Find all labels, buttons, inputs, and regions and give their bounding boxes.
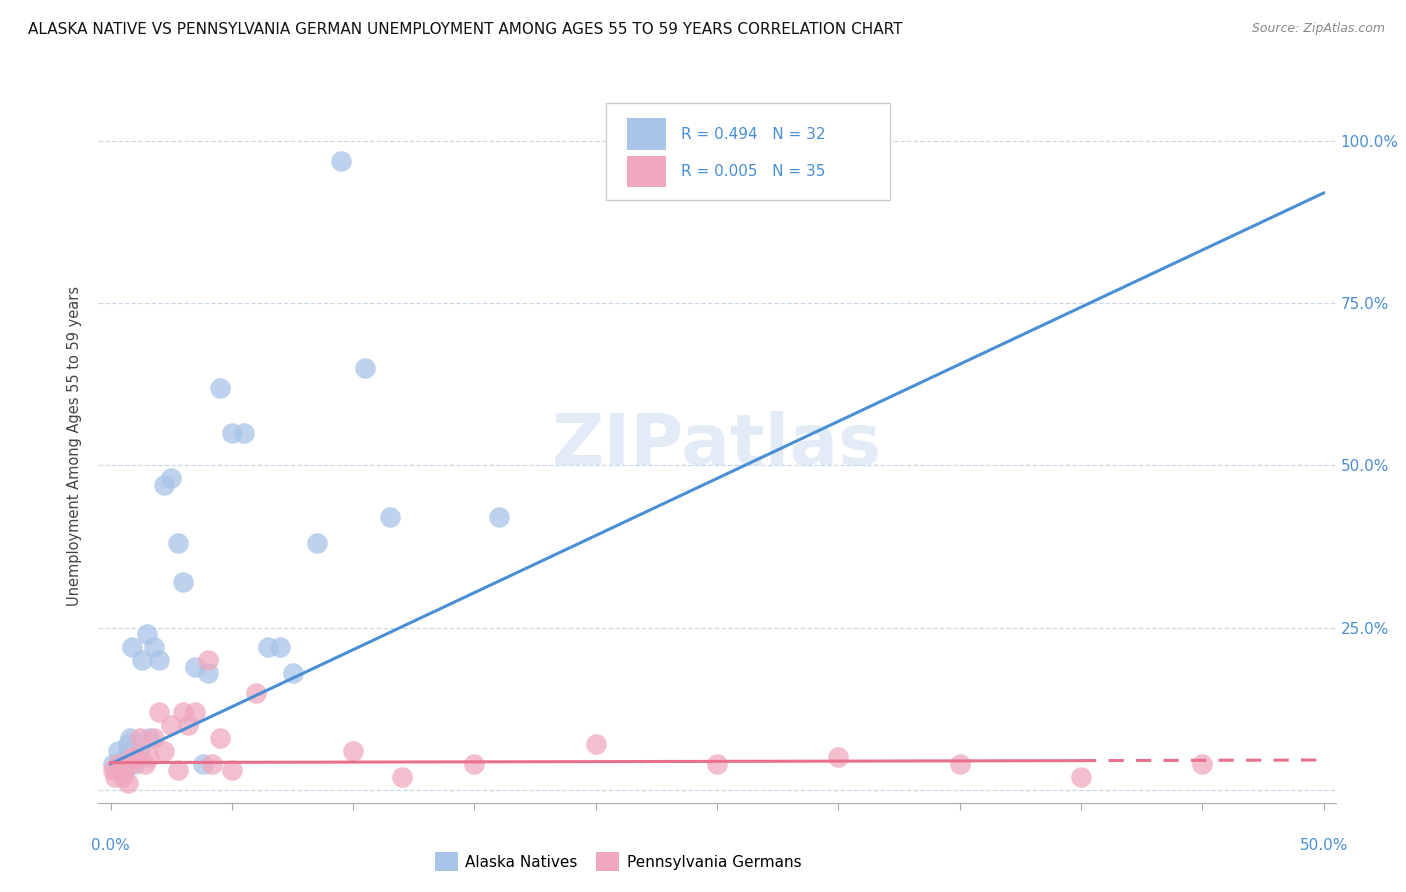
Text: R = 0.005   N = 35: R = 0.005 N = 35 [681,164,825,178]
Point [101,756,124,771]
Point [134,756,156,771]
Point [1191,756,1213,771]
Point [172,575,194,590]
Point [463,756,485,771]
Point [114,764,136,778]
Point [1070,770,1092,784]
Legend: Alaska Natives, Pennsylvania Germans: Alaska Natives, Pennsylvania Germans [429,847,807,877]
Text: 0.0%: 0.0% [91,838,129,854]
Point [117,776,139,790]
Point [131,653,153,667]
Point [153,478,176,492]
Point [827,750,849,764]
Point [208,731,231,745]
Point [104,770,127,784]
Point [488,510,510,524]
Point [177,718,200,732]
Point [184,659,207,673]
Y-axis label: Unemployment Among Ages 55 to 59 years: Unemployment Among Ages 55 to 59 years [67,286,83,606]
Point [114,750,136,764]
Point [121,640,143,654]
Point [201,756,224,771]
Point [124,750,146,764]
Point [148,653,170,667]
Point [118,731,141,745]
Point [111,770,134,784]
FancyBboxPatch shape [627,119,666,150]
Point [706,756,728,771]
Point [128,731,150,745]
Point [107,744,129,758]
Text: R = 0.494   N = 32: R = 0.494 N = 32 [681,127,825,142]
Point [148,705,170,719]
Point [117,738,139,752]
Point [128,744,150,758]
Point [221,764,243,778]
Point [184,705,207,719]
Point [121,750,143,764]
Text: 50.0%: 50.0% [1299,838,1348,854]
Point [330,153,353,168]
Point [111,764,134,778]
FancyBboxPatch shape [606,103,890,200]
Point [110,764,132,778]
Point [257,640,280,654]
Point [138,731,160,745]
Point [221,425,243,440]
Point [101,764,124,778]
Text: Source: ZipAtlas.com: Source: ZipAtlas.com [1251,22,1385,36]
Point [143,640,166,654]
Point [107,756,129,771]
Point [153,744,176,758]
Point [269,640,291,654]
FancyBboxPatch shape [627,155,666,187]
Point [378,510,401,524]
Point [949,756,972,771]
Point [354,361,377,376]
Point [391,770,413,784]
Point [245,685,267,699]
Point [197,666,219,681]
Text: ZIPatlas: ZIPatlas [553,411,882,481]
Point [233,425,256,440]
Point [160,718,183,732]
Point [118,756,141,771]
Point [342,744,364,758]
Point [138,750,160,764]
Point [124,756,146,771]
Point [160,471,183,485]
Point [191,756,214,771]
Text: ALASKA NATIVE VS PENNSYLVANIA GERMAN UNEMPLOYMENT AMONG AGES 55 TO 59 YEARS CORR: ALASKA NATIVE VS PENNSYLVANIA GERMAN UNE… [28,22,903,37]
Point [585,738,607,752]
Point [281,666,304,681]
Point [143,731,166,745]
Point [305,536,328,550]
Point [208,381,231,395]
Point [172,705,194,719]
Point [167,536,190,550]
Point [136,627,159,641]
Point [197,653,219,667]
Point [167,764,190,778]
